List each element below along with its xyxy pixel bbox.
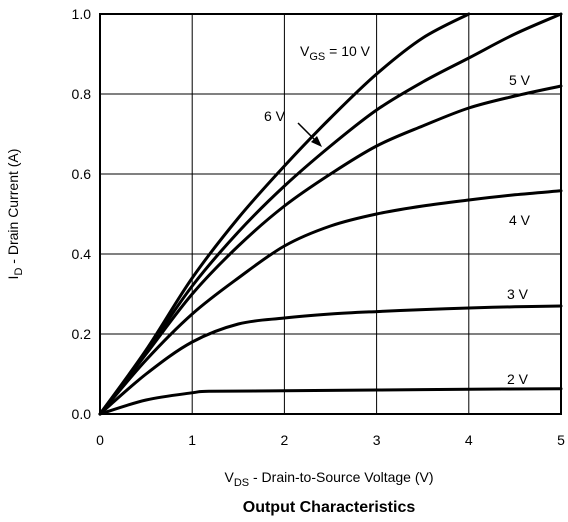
y-tick-label: 0.4 <box>72 246 92 262</box>
y-axis-title: ID - Drain Current (A) <box>5 149 25 280</box>
x-tick-labels: 0 1 2 3 4 5 <box>96 432 565 448</box>
grid <box>100 14 561 414</box>
y-tick-label: 0.0 <box>72 406 92 422</box>
y-tick-label: 0.6 <box>72 166 92 182</box>
x-tick-label: 0 <box>96 432 104 448</box>
x-tick-label: 5 <box>557 432 565 448</box>
series-line-2-v <box>98 387 563 416</box>
series-line-6-v <box>98 12 563 416</box>
y-tick-label: 0.8 <box>72 86 92 102</box>
chart-title: Output Characteristics <box>243 499 416 516</box>
x-tick-label: 4 <box>465 432 473 448</box>
curve-label-5-v: 5 V <box>509 72 531 88</box>
curve-label-2-v: 2 V <box>507 371 529 387</box>
curves <box>98 12 563 416</box>
x-tick-label: 2 <box>281 432 289 448</box>
x-tick-label: 1 <box>188 432 196 448</box>
curve-label-3-v: 3 V <box>507 286 529 302</box>
y-tick-label: 1.0 <box>72 6 92 22</box>
arrow-head-icon <box>311 136 322 147</box>
y-tick-labels: 0.0 0.2 0.4 0.6 0.8 1.0 <box>72 6 92 422</box>
series-line-v-gs-10-v <box>98 12 471 416</box>
series-line-5-v <box>98 84 563 416</box>
series-line-4-v <box>98 189 563 416</box>
plot-frame <box>99 13 562 415</box>
curve-label-6-v: 6 V <box>264 108 286 124</box>
curve-labels: VGS = 10 V 6 V 5 V 4 V 3 V 2 V <box>264 43 531 387</box>
series-line-3-v <box>98 304 563 416</box>
x-tick-label: 3 <box>373 432 381 448</box>
curve-label-4-v: 4 V <box>509 212 531 228</box>
x-axis-title: VDS - Drain-to-Source Voltage (V) <box>224 469 433 489</box>
y-tick-label: 0.2 <box>72 326 92 342</box>
curve-label-v-gs-10-v: VGS = 10 V <box>300 43 371 63</box>
